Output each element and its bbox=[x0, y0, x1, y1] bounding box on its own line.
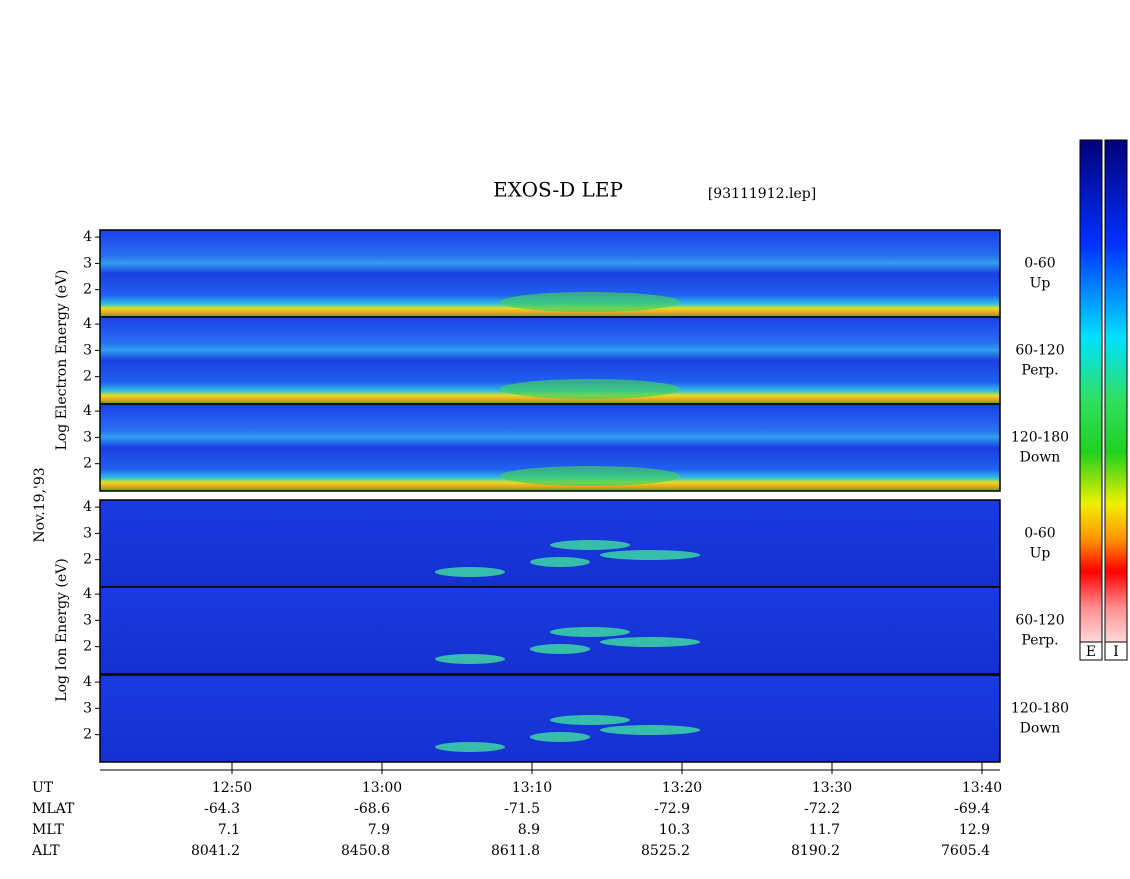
panel-range: 0-60 bbox=[1024, 526, 1055, 542]
panel-direction: Up bbox=[1030, 546, 1051, 562]
x-tick-label: 13:40 bbox=[962, 780, 1002, 796]
y-tick-label: 4 bbox=[83, 316, 92, 332]
spectrogram-feature bbox=[500, 466, 680, 486]
ephemeris-value: 11.7 bbox=[809, 822, 840, 838]
x-tick-label: 13:30 bbox=[812, 780, 852, 796]
panel-frame bbox=[99, 674, 1001, 763]
ephemeris-value: 8190.2 bbox=[791, 843, 840, 859]
ephemeris-label: ALT bbox=[31, 843, 60, 859]
ephemeris-value: -69.4 bbox=[954, 801, 990, 817]
panel-direction: Down bbox=[1020, 721, 1061, 737]
spectrogram-feature bbox=[435, 567, 505, 577]
y-tick-label: 3 bbox=[83, 255, 92, 271]
colorbar-label: E bbox=[1086, 644, 1096, 660]
spectrogram-feature bbox=[550, 715, 630, 725]
spectrogram bbox=[100, 500, 1000, 587]
panel-range: 120-180 bbox=[1011, 430, 1069, 446]
y-tick-label: 4 bbox=[83, 586, 92, 602]
colorbar bbox=[1079, 139, 1103, 661]
y-tick-label: 3 bbox=[83, 700, 92, 716]
y-tick-label: 4 bbox=[83, 403, 92, 419]
x-tick-label: 13:00 bbox=[362, 780, 402, 796]
y-tick-label: 4 bbox=[83, 499, 92, 515]
electron-axis-label: Log Electron Energy (eV) bbox=[54, 269, 70, 450]
y-tick-label: 2 bbox=[83, 552, 92, 568]
spectrogram-feature bbox=[500, 379, 680, 399]
y-tick-label: 3 bbox=[83, 525, 92, 541]
y-tick-label: 2 bbox=[83, 727, 92, 743]
colorbar-label-box bbox=[1104, 641, 1128, 661]
spectrogram-feature bbox=[530, 557, 590, 567]
ephemeris-value: -64.3 bbox=[204, 801, 240, 817]
spectrogram bbox=[100, 675, 1000, 762]
ephemeris-value: -71.5 bbox=[504, 801, 540, 817]
ion-axis-label: Log Ion Energy (eV) bbox=[54, 558, 70, 701]
panel-range: 60-120 bbox=[1015, 343, 1064, 359]
ephemeris-value: 8525.2 bbox=[641, 843, 690, 859]
colorbar bbox=[1104, 139, 1128, 661]
y-tick-label: 2 bbox=[83, 456, 92, 472]
ephemeris-value: 8.9 bbox=[518, 822, 540, 838]
panel-frame bbox=[99, 586, 1001, 675]
ephemeris-value: 8041.2 bbox=[191, 843, 240, 859]
x-tick-label: 13:20 bbox=[662, 780, 702, 796]
spectrogram-feature bbox=[435, 654, 505, 664]
ephemeris-value: 10.3 bbox=[659, 822, 690, 838]
panel-direction: Perp. bbox=[1021, 633, 1058, 649]
ephemeris-value: -72.9 bbox=[654, 801, 690, 817]
panel-range: 60-120 bbox=[1015, 613, 1064, 629]
x-tick-label: 13:10 bbox=[512, 780, 552, 796]
x-tick-label: 12:50 bbox=[212, 780, 252, 796]
y-tick-label: 2 bbox=[83, 282, 92, 298]
panel-range: 0-60 bbox=[1024, 256, 1055, 272]
file-name: [93111912.lep] bbox=[708, 186, 816, 202]
title: EXOS-D LEP bbox=[493, 178, 623, 202]
spectrogram-feature bbox=[550, 540, 630, 550]
spectrogram-feature bbox=[600, 725, 700, 735]
panel-range: 120-180 bbox=[1011, 701, 1069, 717]
panel-direction: Up bbox=[1030, 276, 1051, 292]
spectrogram-feature bbox=[600, 637, 700, 647]
ephemeris-value: 7.1 bbox=[218, 822, 240, 838]
panel-direction: Down bbox=[1020, 450, 1061, 466]
ephemeris-value: -68.6 bbox=[354, 801, 390, 817]
ephemeris-value: 12.9 bbox=[959, 822, 990, 838]
ephemeris-value: 7605.4 bbox=[941, 843, 990, 859]
spectrogram-feature bbox=[530, 644, 590, 654]
y-tick-label: 3 bbox=[83, 342, 92, 358]
colorbar-label: I bbox=[1113, 644, 1119, 660]
spectrogram-feature bbox=[500, 292, 680, 312]
ephemeris-value: 8611.8 bbox=[491, 843, 540, 859]
spectrogram-feature bbox=[435, 742, 505, 752]
panel-frame bbox=[99, 403, 1001, 492]
ephemeris-value: 7.9 bbox=[368, 822, 390, 838]
spectrogram-feature bbox=[550, 627, 630, 637]
y-tick-label: 3 bbox=[83, 612, 92, 628]
y-tick-label: 4 bbox=[83, 229, 92, 245]
ephemeris-value: -72.2 bbox=[804, 801, 840, 817]
y-tick-label: 4 bbox=[83, 674, 92, 690]
ephemeris-label: MLAT bbox=[32, 801, 75, 817]
ut-label: UT bbox=[32, 780, 54, 796]
colorbar-label-box bbox=[1079, 641, 1103, 661]
spectrogram bbox=[100, 587, 1000, 674]
y-tick-label: 2 bbox=[83, 369, 92, 385]
y-tick-label: 2 bbox=[83, 639, 92, 655]
y-tick-label: 3 bbox=[83, 429, 92, 445]
ephemeris-label: MLT bbox=[32, 822, 64, 838]
spectrogram-feature bbox=[600, 550, 700, 560]
date-label: Nov.19,'93 bbox=[32, 467, 48, 542]
spectrogram-feature bbox=[530, 732, 590, 742]
ephemeris-value: 8450.8 bbox=[341, 843, 390, 859]
panel-direction: Perp. bbox=[1021, 363, 1058, 379]
